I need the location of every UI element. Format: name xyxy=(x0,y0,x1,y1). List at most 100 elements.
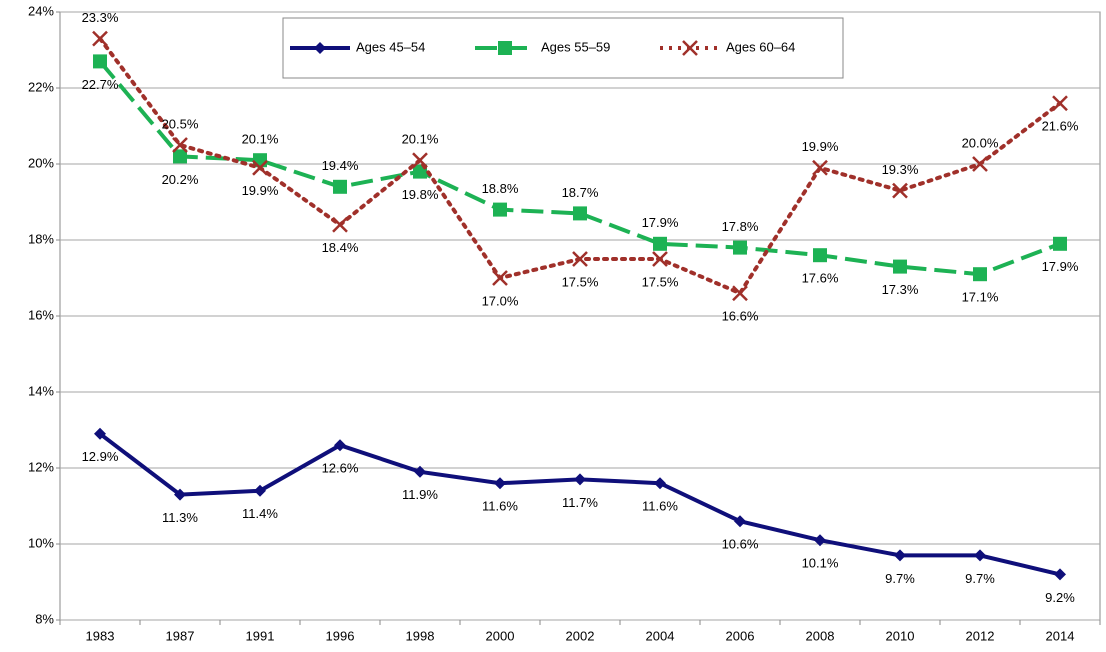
data-label: 11.4% xyxy=(242,506,278,521)
point-marker xyxy=(93,54,107,69)
data-label: 10.6% xyxy=(722,537,759,552)
point-marker xyxy=(893,259,907,274)
x-tick-label: 1983 xyxy=(86,628,115,643)
data-label: 18.4% xyxy=(322,240,359,255)
data-label: 11.6% xyxy=(642,499,678,514)
x-tick-label: 2012 xyxy=(966,628,995,643)
data-label: 9.7% xyxy=(885,571,915,586)
y-tick-label: 24% xyxy=(28,3,54,18)
point-marker xyxy=(412,152,428,169)
data-label: 19.9% xyxy=(802,139,839,154)
x-tick-label: 2004 xyxy=(646,628,675,643)
point-marker xyxy=(574,473,586,486)
data-label: 17.0% xyxy=(482,293,519,308)
point-marker xyxy=(1054,568,1066,581)
point-marker xyxy=(173,149,187,164)
data-label: 11.3% xyxy=(162,510,198,525)
point-marker xyxy=(494,477,506,490)
data-label: 20.5% xyxy=(162,116,199,131)
point-marker xyxy=(892,182,908,199)
point-marker xyxy=(94,427,106,440)
data-label: 17.5% xyxy=(642,274,679,289)
point-marker xyxy=(654,477,666,490)
data-label: 21.6% xyxy=(1042,119,1079,134)
data-label: 11.6% xyxy=(482,499,518,514)
data-label: 11.9% xyxy=(402,487,438,502)
data-label: 16.6% xyxy=(722,309,759,324)
legend-label: Ages 60–64 xyxy=(726,39,795,54)
point-marker xyxy=(573,206,587,221)
y-tick-label: 20% xyxy=(28,155,54,170)
data-label: 9.7% xyxy=(965,571,995,586)
point-marker xyxy=(652,251,668,267)
point-marker xyxy=(332,216,348,233)
point-marker xyxy=(172,137,188,153)
legend-label: Ages 45–54 xyxy=(356,39,425,54)
point-marker xyxy=(252,159,268,176)
data-label: 19.9% xyxy=(242,183,279,198)
legend-marker xyxy=(682,40,698,56)
data-label: 17.1% xyxy=(962,290,999,305)
y-tick-label: 8% xyxy=(35,611,54,626)
data-label: 20.1% xyxy=(242,132,279,147)
point-marker xyxy=(414,465,426,478)
point-marker xyxy=(1052,95,1068,112)
data-label: 22.7% xyxy=(82,77,119,92)
point-marker xyxy=(653,236,667,251)
point-marker xyxy=(813,248,827,263)
point-marker xyxy=(814,534,826,547)
point-marker xyxy=(894,549,906,562)
point-marker xyxy=(734,515,746,528)
point-marker xyxy=(972,156,988,172)
x-tick-label: 1987 xyxy=(166,628,195,643)
data-label: 20.2% xyxy=(162,172,199,187)
y-tick-label: 12% xyxy=(28,459,54,474)
x-tick-label: 2008 xyxy=(806,628,835,643)
x-tick-label: 2014 xyxy=(1046,628,1075,643)
legend-marker xyxy=(314,42,326,54)
point-marker xyxy=(492,270,508,286)
point-marker xyxy=(973,267,987,282)
data-label: 23.3% xyxy=(82,10,119,25)
point-marker xyxy=(732,285,748,302)
point-marker xyxy=(334,439,346,452)
x-tick-label: 1991 xyxy=(246,628,275,643)
data-label: 17.8% xyxy=(722,219,759,234)
y-tick-label: 22% xyxy=(28,79,54,94)
legend-marker xyxy=(498,41,512,55)
x-tick-label: 2000 xyxy=(486,628,515,643)
data-label: 19.8% xyxy=(402,187,439,202)
data-label: 17.6% xyxy=(802,271,839,286)
legend-box xyxy=(282,17,844,79)
legend-label: Ages 55–59 xyxy=(541,39,610,54)
point-marker xyxy=(493,202,507,217)
point-marker xyxy=(92,30,108,47)
x-tick-label: 2006 xyxy=(726,628,755,643)
data-label: 19.4% xyxy=(322,158,359,173)
point-marker xyxy=(572,251,588,267)
y-tick-label: 16% xyxy=(28,307,54,322)
point-marker xyxy=(254,484,266,497)
data-label: 17.5% xyxy=(562,274,599,289)
data-label: 10.1% xyxy=(802,556,839,571)
x-tick-label: 1996 xyxy=(326,628,355,643)
point-marker xyxy=(333,179,347,194)
data-label: 12.9% xyxy=(82,449,119,464)
point-marker xyxy=(1053,236,1067,251)
data-label: 17.3% xyxy=(882,282,919,297)
data-label: 9.2% xyxy=(1045,590,1075,605)
x-tick-label: 2010 xyxy=(886,628,915,643)
y-tick-label: 18% xyxy=(28,231,54,246)
data-label: 17.9% xyxy=(642,215,679,230)
point-marker xyxy=(974,549,986,562)
y-tick-label: 10% xyxy=(28,535,54,550)
data-label: 12.6% xyxy=(322,461,359,476)
data-label: 11.7% xyxy=(562,495,598,510)
data-label: 19.3% xyxy=(882,162,919,177)
data-label: 20.1% xyxy=(402,132,439,147)
point-marker xyxy=(733,240,747,255)
data-label: 18.8% xyxy=(482,181,519,196)
x-tick-label: 2002 xyxy=(566,628,595,643)
y-tick-label: 14% xyxy=(28,383,54,398)
